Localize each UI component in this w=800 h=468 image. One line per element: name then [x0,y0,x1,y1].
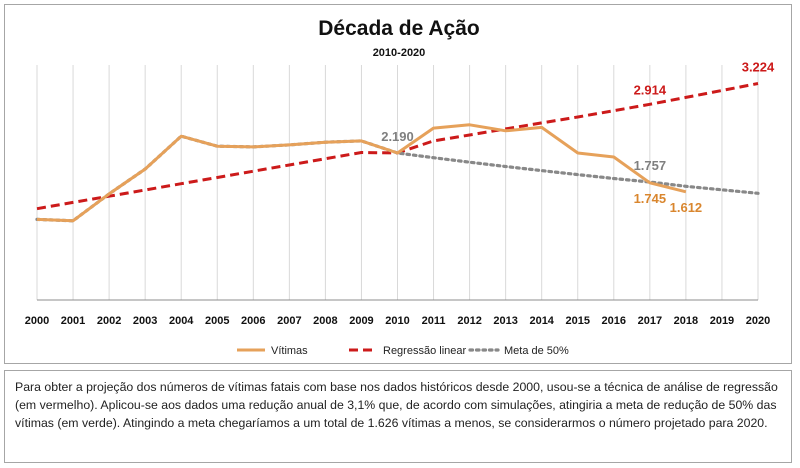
x-tick-label: 2016 [602,315,626,327]
x-tick-label: 2017 [638,315,662,327]
x-tick-label: 2006 [241,315,265,327]
x-tick-label: 2010 [385,315,409,327]
x-tick-label: 2018 [674,315,698,327]
legend-label: Meta de 50% [504,345,569,357]
chart-subtitle: 2010-2020 [372,47,426,59]
x-tick-label: 2014 [529,315,554,327]
x-tick-label: 2011 [422,315,446,327]
x-tick-label: 2001 [61,315,85,327]
x-tick-label: 2000 [25,315,49,327]
x-tick-label: 2020 [746,315,770,327]
data-label: 3.224 [742,60,775,75]
x-tick-label: 2002 [97,315,121,327]
x-tick-label: 2007 [277,315,301,327]
x-tick-label: 2003 [133,315,157,327]
note-text: Para obter a projeção dos números de vít… [15,380,778,430]
x-tick-label: 2009 [349,315,373,327]
x-tick-label: 2005 [205,315,229,327]
data-label: 2.190 [381,129,414,144]
data-label: 1.745 [634,191,667,206]
explanatory-note: Para obter a projeção dos números de vít… [4,370,792,463]
x-tick-label: 2019 [710,315,734,327]
chart-panel: Década de Ação 2010-2020 2000 2001 2002 200… [4,4,792,364]
x-tick-label: 2015 [566,315,590,327]
data-label: 2.914 [634,82,667,97]
x-tick-label: 2012 [457,315,481,327]
series-line-v-timas [36,123,687,223]
line-chart: 2000 2001 2002 2003 2004 2005 2006 2007 2008 2009… [25,60,775,357]
chart-title: Década de Ação [318,17,480,40]
legend-label: Vítimas [271,345,308,357]
legend-label: Regressão linear [383,345,466,357]
x-tick-label: 2013 [493,315,517,327]
x-tick-label: 2008 [313,315,337,327]
data-label: 1.757 [634,158,667,173]
data-label: 1.612 [670,200,703,215]
x-tick-label: 2004 [169,315,194,327]
